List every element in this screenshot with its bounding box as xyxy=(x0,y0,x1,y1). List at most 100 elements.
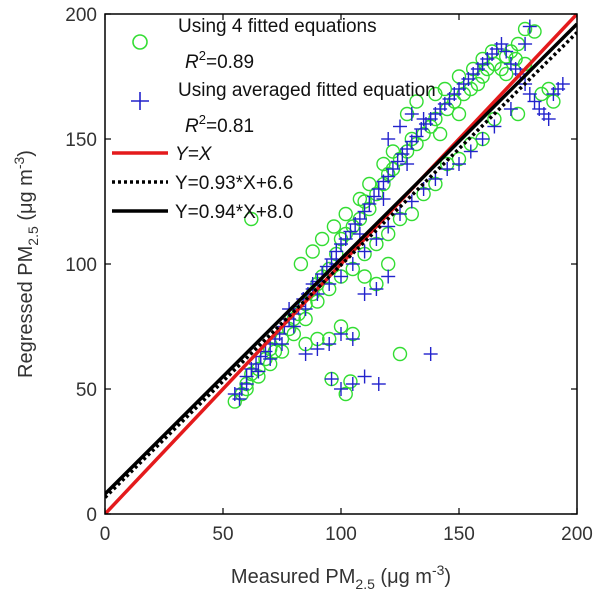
circle-point xyxy=(362,176,377,192)
plus-point xyxy=(503,102,518,116)
plus-point xyxy=(494,37,509,51)
plus-point xyxy=(362,197,377,211)
circle-point xyxy=(357,269,372,284)
circle-point xyxy=(392,346,408,362)
plus-point xyxy=(369,232,384,246)
plus-point xyxy=(352,212,367,226)
plus-point xyxy=(381,132,396,146)
plus-point xyxy=(343,224,358,239)
x-axis-label-unit: (μg m xyxy=(375,566,432,588)
y-axis-label-sup: -3 xyxy=(11,156,27,169)
legend-r2-averaged-r: R xyxy=(185,116,199,137)
circle-point xyxy=(499,66,514,82)
x-tick-label: 100 xyxy=(325,524,357,545)
x-axis-label-close: ) xyxy=(444,566,451,588)
plus-point xyxy=(487,119,502,134)
plus-point xyxy=(409,129,424,144)
plus-point xyxy=(393,207,407,221)
legend-r2-4-fitted-r: R xyxy=(185,52,199,73)
y-tick-label: 150 xyxy=(65,130,97,151)
plus-point xyxy=(463,144,478,159)
x-axis-label-sub: 2.5 xyxy=(355,576,375,592)
plus-point xyxy=(475,132,490,146)
plus-point xyxy=(286,319,301,334)
y-axis-label-close: ) xyxy=(15,150,37,157)
plus-point xyxy=(400,142,415,156)
plus-point xyxy=(371,182,386,196)
plus-point xyxy=(381,169,396,184)
plus-point xyxy=(345,332,360,346)
y-axis-label-unit: (μg m xyxy=(15,169,37,226)
plus-point xyxy=(345,257,360,271)
plus-point xyxy=(381,269,396,284)
plus-point xyxy=(555,77,570,91)
y-tick-label: 100 xyxy=(65,255,97,276)
circle-point xyxy=(437,81,453,97)
legend-marker-circle xyxy=(132,34,148,50)
plus-point xyxy=(258,344,273,359)
plus-point xyxy=(249,357,264,371)
x-tick-label: 50 xyxy=(212,524,233,545)
plus-point xyxy=(334,327,348,341)
plus-point xyxy=(232,392,247,406)
legend-label-yx: Y=X xyxy=(175,144,213,165)
legend-label-4-fitted: Using 4 fitted equations xyxy=(178,16,377,37)
legend-r2-4-fitted: R2=0.89 xyxy=(185,48,254,73)
plus-point xyxy=(334,269,348,284)
circle-point xyxy=(470,76,486,92)
legend-r2-averaged-val: =0.81 xyxy=(206,116,254,137)
plus-point xyxy=(381,219,396,234)
legend-label-averaged: Using averaged fitted equation xyxy=(178,80,436,101)
plus-point xyxy=(423,347,438,361)
plus-point xyxy=(522,19,537,34)
y-axis-label: Regressed PM2.5 (μg m-3) xyxy=(11,150,41,378)
plus-point xyxy=(541,112,556,126)
x-tick-label: 200 xyxy=(561,524,593,545)
plus-point xyxy=(404,107,419,121)
plus-point xyxy=(376,192,391,206)
legend-marker-plus xyxy=(131,92,149,110)
circle-point xyxy=(293,256,309,272)
circle-point xyxy=(432,126,448,142)
plus-point xyxy=(357,204,372,219)
plus-point xyxy=(239,377,254,391)
plus-point xyxy=(452,157,466,171)
circle-point xyxy=(428,86,443,102)
y-tick-label: 50 xyxy=(76,380,97,401)
plus-point xyxy=(324,372,339,386)
plus-point xyxy=(400,157,415,171)
plus-point xyxy=(334,382,348,396)
circle-point xyxy=(409,94,424,109)
plus-point xyxy=(251,364,266,379)
plus-point xyxy=(522,87,537,101)
x-axis-label: Measured PM2.5 (μg m-3) xyxy=(231,562,451,592)
legend-label-solid: Y=0.94*X+8.0 xyxy=(175,202,293,223)
line-fit-dotted xyxy=(105,31,577,499)
plus-point xyxy=(499,44,514,59)
legend-r2-averaged: R2=0.81 xyxy=(185,112,254,137)
circle-point xyxy=(376,156,391,172)
plus-point xyxy=(322,337,337,351)
circle-point xyxy=(343,374,358,389)
plus-point xyxy=(310,342,325,356)
plus-point xyxy=(440,162,455,176)
circle-point xyxy=(494,61,509,77)
plus-point xyxy=(416,112,431,126)
circle-point xyxy=(326,219,342,234)
plus-point xyxy=(357,244,372,259)
y-axis-label-sub: 2.5 xyxy=(25,226,41,246)
x-axis-label-sup: -3 xyxy=(432,562,445,578)
plus-point xyxy=(390,154,405,169)
circle-point xyxy=(338,206,353,222)
plus-point xyxy=(518,37,533,51)
x-axis-label-main: Measured PM xyxy=(231,566,356,588)
plus-point xyxy=(527,94,542,109)
y-tick-label: 200 xyxy=(65,5,97,26)
plus-point xyxy=(275,337,289,351)
plus-point xyxy=(385,162,400,176)
plus-point xyxy=(298,302,313,316)
plus-point xyxy=(357,369,372,384)
plus-point xyxy=(298,347,313,361)
circle-point xyxy=(352,191,368,207)
